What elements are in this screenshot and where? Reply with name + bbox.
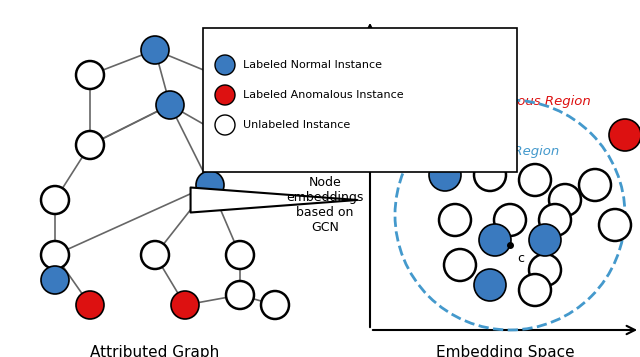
Circle shape [474,269,506,301]
FancyBboxPatch shape [203,28,517,172]
Circle shape [529,254,561,286]
Circle shape [609,119,640,151]
Circle shape [41,186,69,214]
Circle shape [215,115,235,135]
Text: c: c [517,252,524,265]
Text: Unlabeled Instance: Unlabeled Instance [243,120,350,130]
Circle shape [399,99,431,131]
Circle shape [549,184,581,216]
Circle shape [519,164,551,196]
Circle shape [141,241,169,269]
Text: Normal Region: Normal Region [461,145,559,158]
Circle shape [76,291,104,319]
Text: Anomalous Region: Anomalous Region [468,95,592,108]
Text: Labeled Anomalous Instance: Labeled Anomalous Instance [243,90,404,100]
Circle shape [261,291,289,319]
Circle shape [141,36,169,64]
Text: Attributed Graph: Attributed Graph [90,345,220,357]
Circle shape [439,204,471,236]
Circle shape [579,169,611,201]
Circle shape [474,159,506,191]
Circle shape [156,91,184,119]
Circle shape [196,171,224,199]
Circle shape [76,131,104,159]
Text: Node
embeddings
based on
GCN: Node embeddings based on GCN [286,176,364,234]
Text: Labeled Normal Instance: Labeled Normal Instance [243,60,382,70]
Circle shape [494,204,526,236]
Circle shape [215,55,235,75]
Circle shape [226,281,254,309]
Circle shape [519,274,551,306]
Circle shape [76,61,104,89]
Circle shape [226,71,254,99]
Circle shape [429,159,461,191]
Circle shape [41,266,69,294]
Circle shape [539,204,571,236]
Circle shape [226,241,254,269]
Circle shape [599,209,631,241]
Circle shape [41,241,69,269]
Circle shape [529,224,561,256]
Circle shape [479,224,511,256]
Circle shape [215,85,235,105]
Circle shape [171,291,199,319]
Circle shape [226,131,254,159]
Text: Embedding Space: Embedding Space [436,345,574,357]
Circle shape [444,249,476,281]
